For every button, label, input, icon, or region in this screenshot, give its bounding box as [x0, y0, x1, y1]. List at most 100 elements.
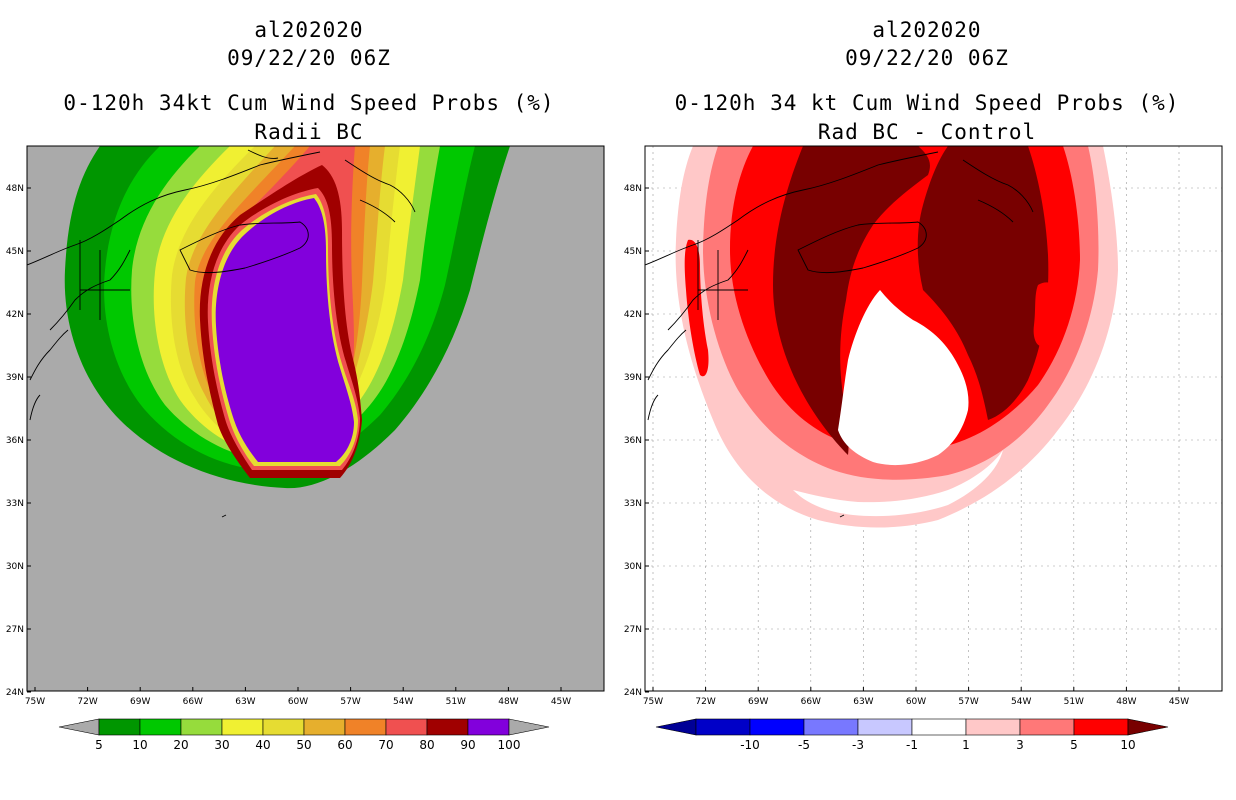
- left-y-tick-label: 27N: [6, 625, 24, 635]
- right-x-tick-label: 75W: [643, 697, 663, 707]
- left-colorbar-label: 50: [296, 738, 311, 752]
- left-colorbar-swatch: [221, 718, 264, 736]
- diff-hole-1: [793, 450, 1003, 517]
- diff-contour-10-east: [917, 146, 1049, 420]
- right-map-svg: 75W 72W 69W 66W 63W 60W 57W 54W 51W 48W 45W 48N 45N 4…: [624, 145, 1223, 752]
- left-y-tick-label: 33N: [6, 499, 24, 509]
- left-x-tick-label: 51W: [446, 697, 466, 707]
- right-x-tick-label: 69W: [748, 697, 768, 707]
- right-colorbar-label: -10: [740, 738, 760, 752]
- left-colorbar-swatch: [426, 718, 469, 736]
- diff-contour-10-west: [773, 146, 930, 455]
- left-y-tick-label: 30N: [6, 562, 24, 572]
- left-colorbar-swatch: [385, 718, 428, 736]
- right-colorbar: -10 -5 -3 -1 1 3 5 10: [655, 718, 1169, 752]
- left-x-tick-label: 75W: [25, 697, 45, 707]
- right-map-panel: al202020 09/22/20 06Z 0-120h 34 kt Cum W…: [618, 0, 1236, 800]
- right-y-tick-label: 42N: [624, 310, 642, 320]
- right-colorbar-swatch: [911, 718, 967, 736]
- right-colorbar-label: 1: [962, 738, 970, 752]
- right-difference-contours: [675, 146, 1118, 528]
- right-colorbar-label: 3: [1016, 738, 1024, 752]
- left-colorbar-swatch: [139, 718, 182, 736]
- left-y-tick-label: 42N: [6, 310, 24, 320]
- right-x-tick-label: 57W: [958, 697, 978, 707]
- left-colorbar-label: 100: [498, 738, 521, 752]
- left-x-tick-label: 72W: [77, 697, 97, 707]
- right-y-tick-label: 48N: [624, 184, 642, 194]
- right-x-tick-label: 51W: [1064, 697, 1084, 707]
- left-colorbar-label: 80: [419, 738, 434, 752]
- left-colorbar-label: 5: [95, 738, 103, 752]
- left-colorbar-swatch: [180, 718, 223, 736]
- left-map-frame: [26, 145, 605, 692]
- left-colorbar-swatch: [98, 718, 141, 736]
- left-x-tick-label: 66W: [183, 697, 203, 707]
- right-colorbar-swatch: [857, 718, 913, 736]
- left-colorbar-label: 10: [132, 738, 147, 752]
- right-map-frame: [644, 145, 1223, 692]
- left-colorbar-label: 30: [214, 738, 229, 752]
- right-colorbar-swatch: [695, 718, 751, 736]
- right-x-tick-label: 54W: [1011, 697, 1031, 707]
- left-y-tick-label: 36N: [6, 436, 24, 446]
- left-title-date: 09/22/20 06Z: [227, 46, 391, 70]
- left-x-tick-label: 48W: [498, 697, 518, 707]
- right-title-product: 0-120h 34 kt Cum Wind Speed Probs (%): [674, 91, 1180, 115]
- left-colorbar-label: 40: [255, 738, 270, 752]
- left-x-tick-label: 60W: [288, 697, 308, 707]
- left-y-tick-label: 45N: [6, 247, 24, 257]
- left-colorbar-swatch: [467, 718, 510, 736]
- diff-white-core: [838, 290, 969, 466]
- right-colorbar-label: -5: [798, 738, 810, 752]
- right-x-tick-label: 48W: [1116, 697, 1136, 707]
- left-colorbar-over-arrow: [508, 718, 550, 736]
- left-colorbar-label: 70: [378, 738, 393, 752]
- left-colorbar-under-arrow: [58, 718, 100, 736]
- left-title-storm-id: al202020: [254, 18, 364, 42]
- right-colorbar-label: -1: [906, 738, 918, 752]
- left-colorbar-swatch: [303, 718, 346, 736]
- left-title-product: 0-120h 34kt Cum Wind Speed Probs (%): [63, 91, 555, 115]
- right-title-storm-id: al202020: [872, 18, 982, 42]
- right-y-tick-label: 45N: [624, 247, 642, 257]
- right-x-tick-label: 72W: [695, 697, 715, 707]
- right-x-tick-label: 45W: [1169, 697, 1189, 707]
- left-x-tick-label: 69W: [130, 697, 150, 707]
- left-colorbar-swatch: [344, 718, 387, 736]
- contour-100: [215, 198, 354, 462]
- left-axis-labels: 75W 72W 69W 66W 63W 60W 57W 54W 51W 48W 45W 48N 45N 4…: [6, 184, 571, 707]
- left-x-tick-label: 63W: [235, 697, 255, 707]
- right-coastlines: [645, 151, 1034, 518]
- right-colorbar-label: -3: [852, 738, 864, 752]
- right-colorbar-swatch: [965, 718, 1021, 736]
- right-y-tick-label: 36N: [624, 436, 642, 446]
- right-colorbar-over-arrow: [1127, 718, 1169, 736]
- diff-west-pocket: [684, 239, 709, 377]
- left-y-tick-label: 24N: [6, 688, 24, 698]
- left-title-method: Radii BC: [254, 120, 364, 144]
- left-coastlines: [27, 149, 416, 518]
- left-x-tick-label: 57W: [340, 697, 360, 707]
- left-map-panel: al202020 09/22/20 06Z 0-120h 34kt Cum Wi…: [6, 18, 605, 752]
- left-colorbar-label: 20: [173, 738, 188, 752]
- left-probability-contours: [64, 146, 510, 489]
- left-colorbar-swatch: [262, 718, 305, 736]
- left-x-tick-label: 45W: [551, 697, 571, 707]
- right-colorbar-swatch: [803, 718, 859, 736]
- right-x-tick-label: 60W: [906, 697, 926, 707]
- right-y-tick-label: 27N: [624, 625, 642, 635]
- diff-east-pocket: [1033, 282, 1059, 347]
- left-colorbar-label: 90: [460, 738, 475, 752]
- right-title-date: 09/22/20 06Z: [845, 46, 1009, 70]
- right-title-method: Rad BC - Control: [817, 120, 1037, 144]
- right-y-tick-label: 39N: [624, 373, 642, 383]
- left-colorbar-label: 60: [337, 738, 352, 752]
- right-colorbar-swatch: [749, 718, 805, 736]
- left-colorbar: 5 10 20 30 40 50 60 70 80 90 100: [58, 718, 550, 752]
- left-map-svg: 75W 72W 69W 66W 63W 60W 57W 54W 51W 48W 45W 48N 45N 4…: [6, 145, 605, 752]
- left-y-tick-label: 39N: [6, 373, 24, 383]
- right-colorbar-swatch: [1019, 718, 1075, 736]
- right-y-tick-label: 24N: [624, 688, 642, 698]
- right-colorbar-label: 10: [1120, 738, 1135, 752]
